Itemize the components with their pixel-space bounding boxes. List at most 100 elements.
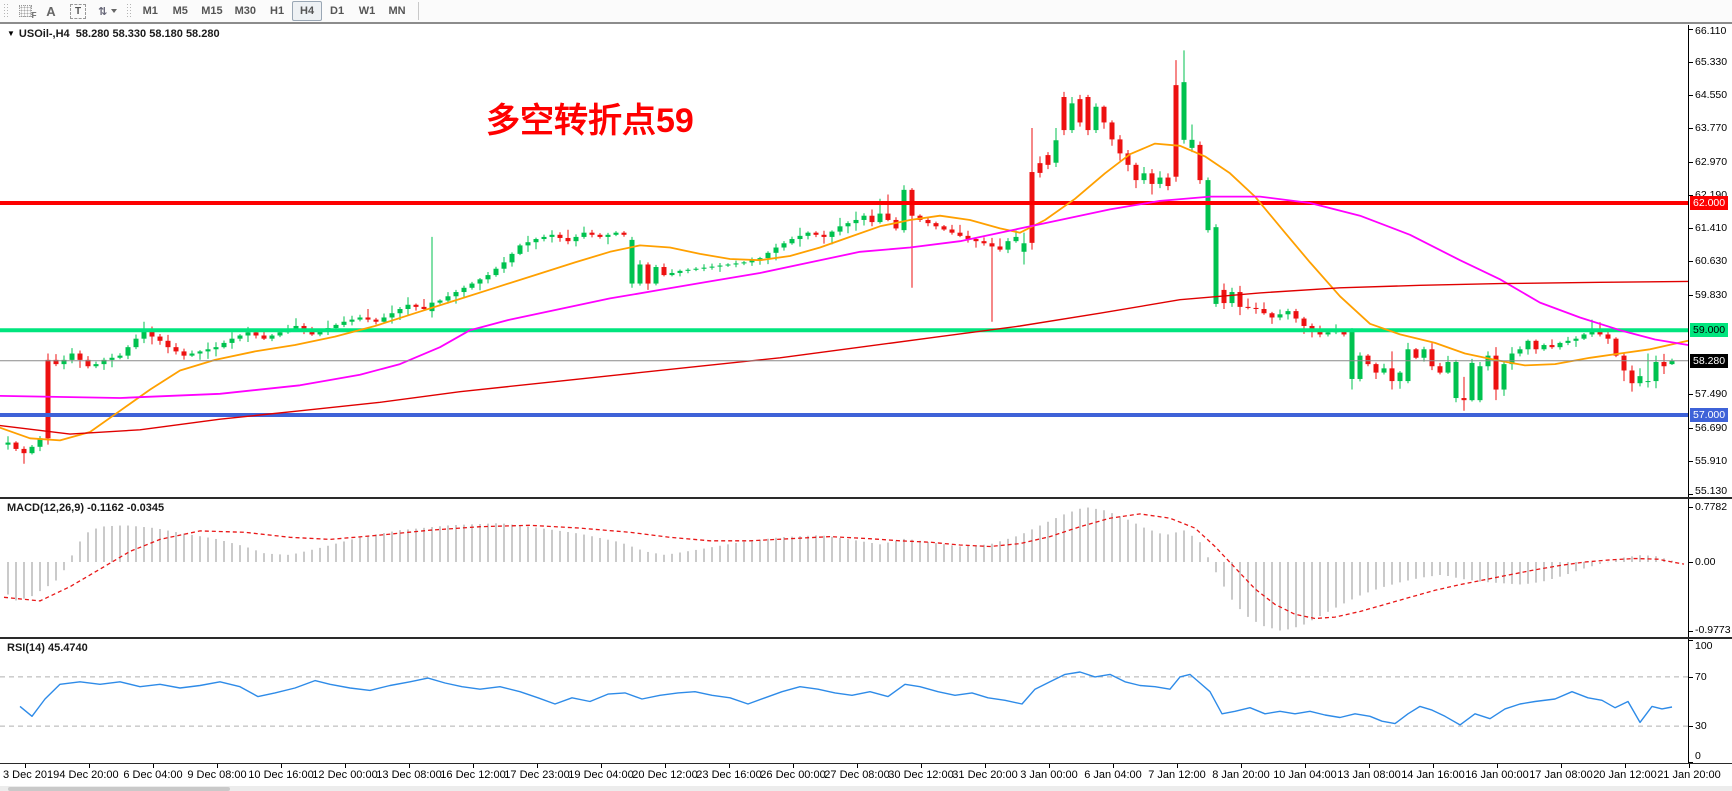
price-tick — [1689, 161, 1693, 163]
price-tick-label: 66.110 — [1695, 25, 1727, 37]
time-tick — [25, 764, 26, 768]
price-tick — [1689, 61, 1693, 63]
chevron-down-icon — [111, 9, 118, 13]
macd-tick-label: 0.00 — [1695, 556, 1716, 568]
timeframe-button-m1[interactable]: M1 — [142, 5, 158, 17]
grid-icon[interactable]: F — [12, 1, 38, 21]
price-tick-label: 60.630 — [1695, 255, 1728, 268]
plot-axis-divider — [1688, 499, 1689, 637]
timeframe-button-m5[interactable]: M5 — [172, 5, 188, 17]
ohlc-close: 58.280 — [185, 28, 220, 40]
rsi-tick-label: 0 — [1695, 750, 1701, 762]
time-tick — [473, 764, 474, 768]
macd-tick — [1689, 562, 1693, 563]
price-tick — [1689, 261, 1693, 263]
macd-tick — [1689, 631, 1693, 633]
candlestick-chart[interactable] — [0, 25, 1689, 497]
horizontal-scrollbar-thumb[interactable] — [8, 786, 230, 791]
rsi-tick-label: 70 — [1695, 670, 1707, 683]
price-tick — [1689, 228, 1693, 229]
price-tick — [1689, 494, 1693, 496]
timeframe-button-w1[interactable]: W1 — [358, 5, 376, 17]
time-label: 26 Dec 00:00 — [760, 769, 826, 781]
arrange-icon[interactable]: ⇅ — [92, 1, 123, 21]
toolbar-drag-handle[interactable] — [3, 3, 8, 19]
time-axis[interactable]: 3 Dec 2019 4 Dec 20:00 6 Dec 04:00 9 Dec 08… — [0, 764, 1732, 786]
rsi-tick-label: 30 — [1695, 720, 1707, 733]
toolbar-drag-handle-2[interactable] — [126, 3, 132, 19]
macd-indicator-panel[interactable]: MACD(12,26,9) -0.1162 -0.0345 0.7782 0.00… — [0, 499, 1732, 637]
text-tool-glyph: T — [70, 3, 86, 19]
time-tick — [1625, 764, 1626, 768]
timeframe-button-h4[interactable]: H4 — [292, 1, 323, 21]
time-tick — [345, 764, 346, 768]
time-label: 7 Jan 12:00 — [1148, 769, 1206, 781]
price-tick — [1689, 28, 1693, 30]
time-label: 17 Dec 23:00 — [504, 769, 570, 781]
time-label: 20 Jan 12:00 — [1593, 769, 1657, 781]
bottom-scrollbar-track[interactable] — [0, 786, 1732, 791]
rsi-tick — [1689, 676, 1693, 678]
ohlc-high: 58.330 — [112, 28, 147, 40]
level-price-label: 62.000 — [1690, 196, 1729, 210]
time-label: 23 Dec 16:00 — [696, 769, 762, 781]
time-label: 10 Dec 16:00 — [248, 769, 314, 781]
time-tick — [1049, 764, 1050, 768]
time-tick — [153, 764, 154, 768]
price-tick-label: 55.130 — [1695, 485, 1728, 497]
time-tick — [1561, 764, 1562, 768]
price-tick — [1689, 461, 1693, 463]
time-tick — [1369, 764, 1370, 768]
price-tick-label: 64.550 — [1695, 88, 1728, 101]
time-tick — [857, 764, 858, 768]
rsi-tick — [1689, 726, 1693, 728]
time-tick — [985, 764, 986, 768]
time-label: 8 Jan 20:00 — [1212, 769, 1270, 781]
timeframe-button-d1[interactable]: D1 — [330, 5, 345, 17]
price-axis[interactable]: 66.110 65.330 64.550 63.770 62.970 62.190 61.4… — [1689, 25, 1732, 497]
toolbar-separator — [418, 2, 420, 20]
timeframe-button-m30[interactable]: M30 — [234, 5, 257, 17]
macd-tick-label: -0.9773 — [1695, 624, 1731, 636]
panel-divider-3 — [0, 763, 1732, 764]
time-tick — [1497, 764, 1498, 768]
timeframe-button-h1[interactable]: H1 — [270, 5, 285, 17]
time-label: 30 Dec 12:00 — [888, 769, 954, 781]
time-tick — [665, 764, 666, 768]
collapse-triangle-icon[interactable]: ▼ — [7, 29, 15, 38]
text-tool-icon[interactable]: T — [64, 1, 92, 21]
price-tick — [1689, 295, 1693, 296]
time-label: 10 Jan 04:00 — [1273, 769, 1337, 781]
font-icon[interactable]: A — [46, 3, 56, 19]
chart-annotation-text[interactable]: 多空转折点59 — [486, 102, 694, 140]
panel-divider[interactable] — [0, 497, 1732, 499]
plot-axis-divider — [1688, 25, 1689, 497]
time-label: 19 Dec 04:00 — [568, 769, 634, 781]
price-tick — [1689, 128, 1693, 129]
time-tick — [601, 764, 602, 768]
time-label: 13 Jan 08:00 — [1337, 769, 1401, 781]
level-price-label: 59.000 — [1690, 323, 1729, 338]
time-tick — [281, 764, 282, 768]
macd-tick-label: 0.7782 — [1695, 501, 1728, 513]
time-tick — [1689, 764, 1690, 768]
price-tick-label: 63.770 — [1695, 122, 1728, 134]
rsi-tick — [1689, 640, 1693, 641]
time-tick — [1433, 764, 1434, 768]
time-label: 6 Dec 04:00 — [123, 769, 183, 781]
level-price-label: 57.000 — [1690, 408, 1729, 422]
time-label: 20 Dec 12:00 — [632, 769, 698, 781]
panel-divider-2[interactable] — [0, 637, 1732, 639]
timeframe-button-m15[interactable]: M15 — [201, 5, 223, 17]
price-chart-panel[interactable]: ▼ USOil-,H4 58.280 58.330 58.180 58.280 多… — [0, 25, 1732, 497]
time-tick — [1113, 764, 1114, 768]
time-label: 14 Jan 16:00 — [1401, 769, 1465, 781]
time-tick — [1177, 764, 1178, 768]
timeframe-button-mn[interactable]: MN — [388, 5, 406, 17]
time-label: 16 Dec 12:00 — [440, 769, 506, 781]
price-tick — [1689, 194, 1693, 196]
plot-axis-divider — [1688, 639, 1689, 763]
price-tick-label: 56.690 — [1695, 422, 1728, 435]
rsi-indicator-panel[interactable]: RSI(14) 45.4740 100 70 30 0 — [0, 639, 1732, 763]
rsi-tick-label: 100 — [1695, 640, 1713, 652]
